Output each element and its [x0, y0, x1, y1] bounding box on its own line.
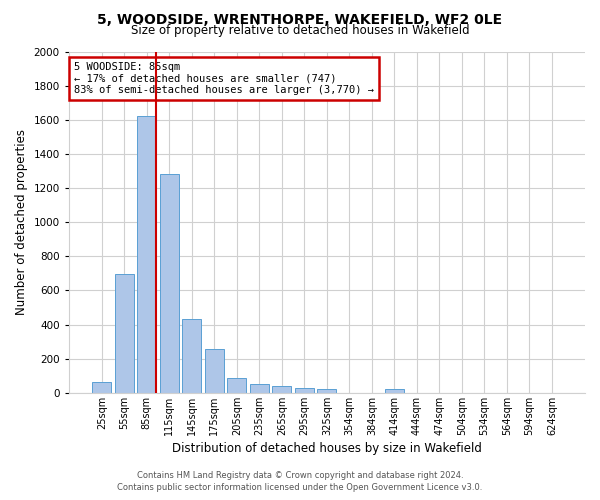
X-axis label: Distribution of detached houses by size in Wakefield: Distribution of detached houses by size …	[172, 442, 482, 455]
Bar	[182, 318, 202, 393]
Bar	[317, 388, 337, 393]
Bar	[205, 350, 224, 393]
Bar	[227, 378, 247, 393]
Text: 5 WOODSIDE: 85sqm
← 17% of detached houses are smaller (747)
83% of semi-detache: 5 WOODSIDE: 85sqm ← 17% of detached hous…	[74, 62, 374, 95]
Bar	[385, 390, 404, 393]
Bar	[295, 388, 314, 393]
Text: Size of property relative to detached houses in Wakefield: Size of property relative to detached ho…	[131, 24, 469, 37]
Bar	[92, 382, 112, 393]
Text: Contains HM Land Registry data © Crown copyright and database right 2024.
Contai: Contains HM Land Registry data © Crown c…	[118, 471, 482, 492]
Bar	[250, 384, 269, 393]
Bar	[137, 116, 157, 393]
Y-axis label: Number of detached properties: Number of detached properties	[15, 129, 28, 315]
Text: 5, WOODSIDE, WRENTHORPE, WAKEFIELD, WF2 0LE: 5, WOODSIDE, WRENTHORPE, WAKEFIELD, WF2 …	[97, 12, 503, 26]
Bar	[160, 174, 179, 393]
Bar	[115, 274, 134, 393]
Bar	[272, 386, 292, 393]
